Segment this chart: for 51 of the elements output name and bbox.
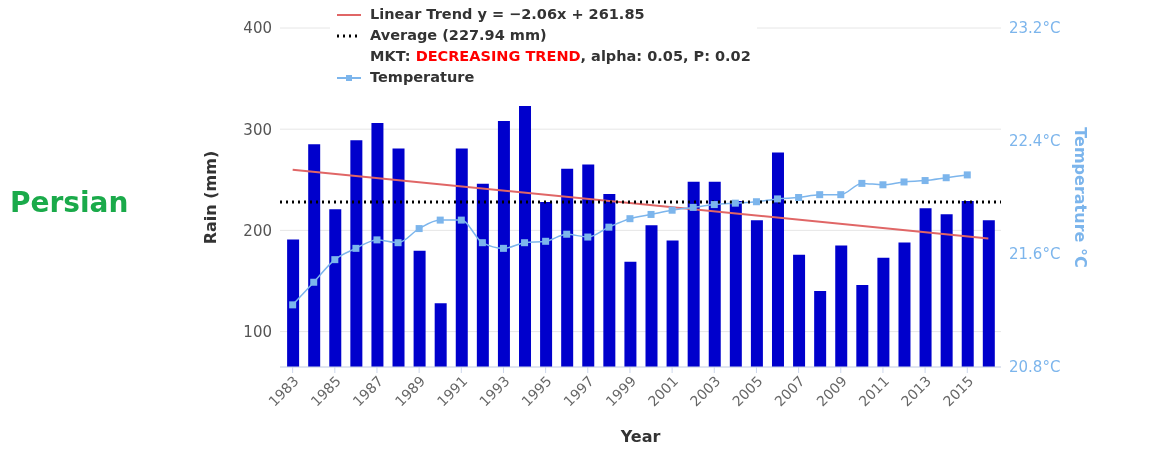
point <box>310 278 318 286</box>
point <box>668 206 676 214</box>
point <box>289 301 297 309</box>
point <box>584 233 592 241</box>
point <box>478 239 486 247</box>
point <box>605 223 613 231</box>
point <box>816 191 824 199</box>
text: Persian <box>10 186 129 219</box>
annotation: , alpha: 0.05, P: 0.02 <box>580 48 751 64</box>
point <box>542 237 550 245</box>
point <box>710 201 718 209</box>
point <box>752 198 760 206</box>
point <box>731 199 739 207</box>
point <box>942 174 950 182</box>
y2-tick-label: 20.8°C <box>1009 358 1061 377</box>
point <box>457 216 465 224</box>
point <box>858 179 866 187</box>
point <box>837 191 845 199</box>
annotation: DECREASING TREND <box>415 48 581 64</box>
point <box>331 256 339 264</box>
legend-label: Linear Trend y = −2.06x + 261.85 <box>370 5 645 24</box>
point <box>774 195 782 203</box>
y2-axis-title: Temperature °C <box>1071 127 1091 268</box>
point <box>626 215 634 223</box>
point <box>499 244 507 252</box>
point <box>436 216 444 224</box>
y2-tick-label: 21.6°C <box>1009 245 1061 264</box>
point <box>521 239 529 247</box>
x-axis-title: Year <box>619 427 661 446</box>
y-tick-label: 400 <box>243 19 272 38</box>
point <box>415 225 423 233</box>
point <box>921 177 929 185</box>
point <box>394 239 402 247</box>
y-tick-label: 100 <box>243 322 272 341</box>
point <box>900 178 908 186</box>
point <box>879 181 887 189</box>
legend-label: Temperature <box>370 68 475 87</box>
y-tick-label: 300 <box>243 120 272 139</box>
annotation: MKT: <box>370 48 411 64</box>
point <box>563 230 571 238</box>
y2-tick-label: 23.2°C <box>1009 19 1061 38</box>
point <box>689 203 697 211</box>
legend-label: Average (227.94 mm) <box>370 26 547 45</box>
point <box>373 236 381 244</box>
point <box>963 171 971 179</box>
y2-tick-label: 22.4°C <box>1009 132 1061 151</box>
y-tick-label: 200 <box>243 221 272 240</box>
point <box>352 244 360 252</box>
point <box>647 210 655 218</box>
point <box>795 194 803 201</box>
y-axis-title: Rain (mm) <box>200 150 220 245</box>
